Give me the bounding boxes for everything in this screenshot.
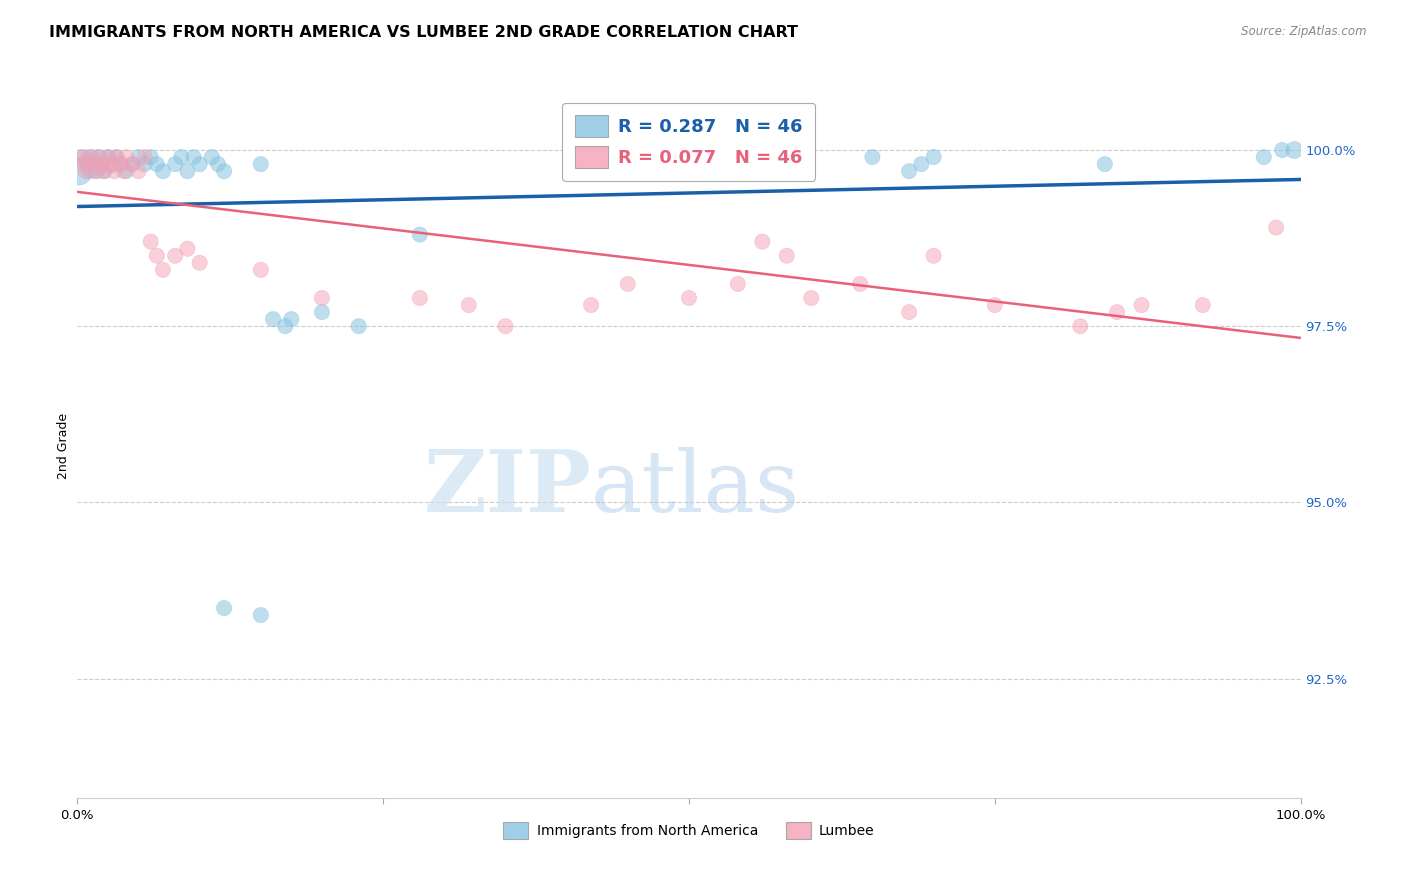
Text: Source: ZipAtlas.com: Source: ZipAtlas.com <box>1241 25 1367 38</box>
Point <box>188 157 211 171</box>
Point <box>70 150 93 164</box>
Point <box>751 235 773 249</box>
Point <box>165 157 187 171</box>
Point <box>922 249 945 263</box>
Point <box>617 277 640 291</box>
Point <box>121 157 143 171</box>
Point <box>72 150 94 164</box>
Point <box>90 157 112 171</box>
Text: IMMIGRANTS FROM NORTH AMERICA VS LUMBEE 2ND GRADE CORRELATION CHART: IMMIGRANTS FROM NORTH AMERICA VS LUMBEE … <box>49 25 799 40</box>
Point <box>93 164 115 178</box>
Point <box>105 150 128 164</box>
Point <box>201 150 224 164</box>
Point <box>176 242 198 256</box>
Point <box>67 164 90 178</box>
Point <box>165 249 187 263</box>
Point <box>115 150 138 164</box>
Point <box>1130 298 1153 312</box>
Point <box>80 157 103 171</box>
Point <box>100 157 122 171</box>
Point <box>97 150 120 164</box>
Point <box>898 305 921 319</box>
Point <box>1069 319 1091 334</box>
Point <box>98 157 121 171</box>
Point <box>152 263 174 277</box>
Point <box>457 298 479 312</box>
Point <box>311 305 333 319</box>
Point <box>176 164 198 178</box>
Point <box>134 157 156 171</box>
Point <box>849 277 872 291</box>
Point <box>103 164 125 178</box>
Point <box>97 150 120 164</box>
Point <box>579 298 602 312</box>
Point <box>105 150 128 164</box>
Point <box>1265 220 1288 235</box>
Point <box>898 164 921 178</box>
Point <box>86 164 108 178</box>
Point <box>495 319 517 334</box>
Y-axis label: 2nd Grade: 2nd Grade <box>58 413 70 479</box>
Point <box>112 164 135 178</box>
Point <box>72 157 94 171</box>
Point <box>75 164 97 178</box>
Point <box>212 164 235 178</box>
Point <box>207 157 229 171</box>
Point <box>152 164 174 178</box>
Point <box>250 608 273 623</box>
Point <box>127 150 149 164</box>
Point <box>262 312 284 326</box>
Point <box>727 277 749 291</box>
Point <box>80 150 103 164</box>
Point <box>274 319 297 334</box>
Point <box>1107 305 1129 319</box>
Point <box>121 157 143 171</box>
Point <box>1253 150 1275 164</box>
Point <box>1191 298 1213 312</box>
Point <box>146 157 169 171</box>
Point <box>139 235 162 249</box>
Point <box>212 601 235 615</box>
Point <box>89 150 111 164</box>
Point <box>862 150 884 164</box>
Point <box>84 164 107 178</box>
Text: atlas: atlas <box>591 447 800 530</box>
Point <box>311 291 333 305</box>
Point <box>87 150 110 164</box>
Point <box>110 157 132 171</box>
Point <box>146 249 169 263</box>
Point <box>409 227 432 242</box>
Point <box>776 249 799 263</box>
Point <box>1094 157 1116 171</box>
Point <box>83 157 105 171</box>
Point <box>115 164 138 178</box>
Point <box>79 150 101 164</box>
Point <box>93 164 115 178</box>
Point <box>409 291 432 305</box>
Point <box>79 164 101 178</box>
Point <box>1284 143 1306 157</box>
Point <box>108 157 131 171</box>
Point <box>678 291 700 305</box>
Point <box>183 150 205 164</box>
Point <box>922 150 945 164</box>
Point <box>90 157 112 171</box>
Point <box>127 164 149 178</box>
Point <box>984 298 1007 312</box>
Point <box>250 157 273 171</box>
Point <box>800 291 823 305</box>
Text: ZIP: ZIP <box>423 446 591 530</box>
Point <box>280 312 302 326</box>
Point <box>188 256 211 270</box>
Point <box>134 150 156 164</box>
Point <box>170 150 193 164</box>
Point <box>139 150 162 164</box>
Point <box>910 157 932 171</box>
Point <box>76 157 98 171</box>
Point <box>1271 143 1294 157</box>
Point <box>347 319 370 334</box>
Point <box>250 263 273 277</box>
Legend: Immigrants from North America, Lumbee: Immigrants from North America, Lumbee <box>498 816 880 844</box>
